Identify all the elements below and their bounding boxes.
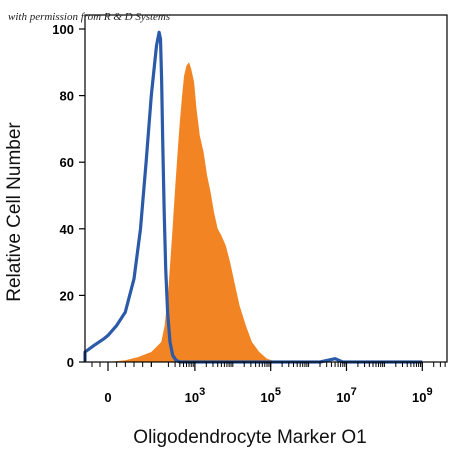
series-layer bbox=[83, 30, 423, 364]
watermark-text: with permission from R & D Systems bbox=[8, 11, 170, 23]
y-tick-label: 80 bbox=[60, 89, 74, 104]
y-tick-label: 100 bbox=[52, 22, 74, 37]
axis-layer bbox=[79, 14, 448, 371]
x-tick-label: 107 bbox=[336, 386, 357, 405]
x-tick-label: 0 bbox=[104, 390, 111, 405]
y-tick-label: 60 bbox=[60, 155, 74, 170]
plot-frame bbox=[84, 14, 448, 363]
y-tick-label: 0 bbox=[67, 355, 74, 370]
x-tick-label: 105 bbox=[260, 386, 281, 405]
histogram-outline-series bbox=[83, 30, 423, 364]
x-tick-label: 109 bbox=[412, 386, 433, 405]
y-tick-label: 20 bbox=[60, 288, 74, 303]
text-layer: 0 20 40 60 80 100 0 103 105 107 109 bbox=[52, 22, 432, 405]
histogram-filled-series bbox=[85, 62, 423, 363]
y-tick-label: 40 bbox=[60, 222, 74, 237]
x-tick-label: 103 bbox=[185, 386, 206, 405]
x-axis-title: Oligodendrocyte Marker O1 bbox=[133, 427, 366, 448]
y-axis-title: Relative Cell Number bbox=[4, 122, 25, 302]
